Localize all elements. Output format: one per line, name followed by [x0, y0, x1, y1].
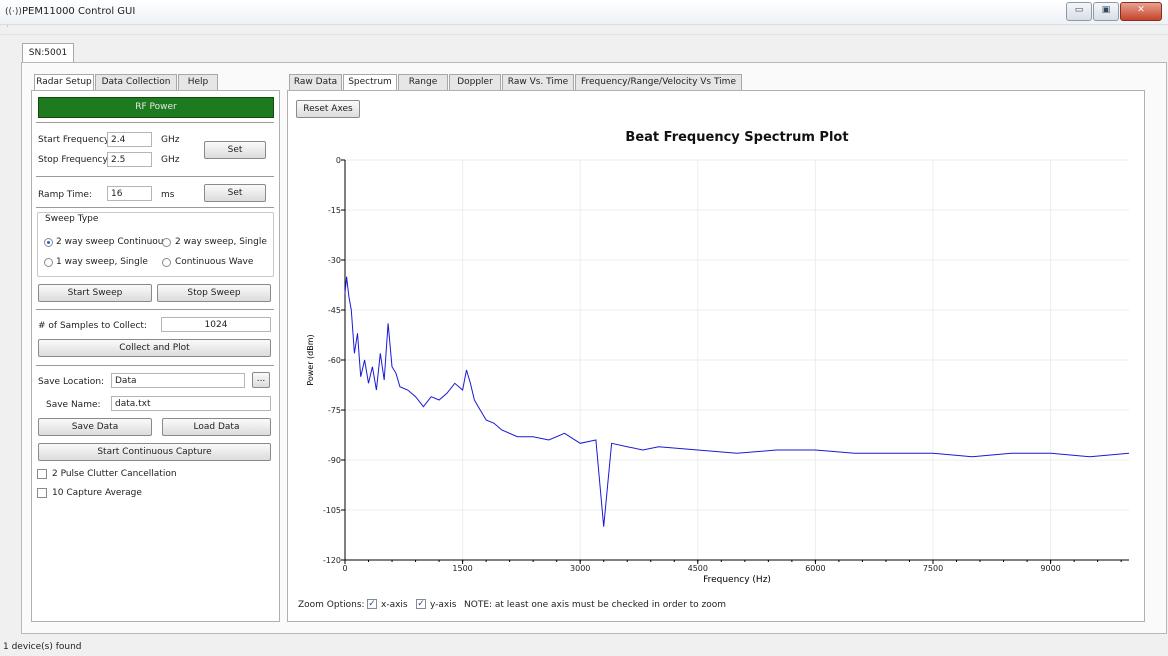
divider	[36, 176, 274, 178]
start-frequency-input[interactable]: 2.4	[107, 132, 152, 147]
sweep-type-title: Sweep Type	[43, 214, 101, 224]
window-controls: ▭ ▣ ✕	[1065, 2, 1162, 21]
y-tick-label: -45	[328, 306, 341, 315]
tab-radar-setup[interactable]: Radar Setup	[34, 74, 94, 91]
save-data-button[interactable]: Save Data	[38, 418, 152, 436]
menu-grip: ·	[6, 22, 9, 31]
title-bar: ((·)) PEM11000 Control GUI ▭ ▣ ✕	[0, 0, 1168, 25]
zoom-y-axis-checkbox[interactable]: ✓	[416, 599, 426, 609]
x-tick-label: 3000	[570, 564, 590, 573]
stop-frequency-input[interactable]: 2.5	[107, 152, 152, 167]
y-tick-label: -15	[328, 206, 341, 215]
set-frequency-button[interactable]: Set	[204, 141, 266, 159]
save-location-input[interactable]: Data	[111, 373, 245, 388]
stop-frequency-unit: GHz	[161, 155, 180, 165]
tab-frequency-range-velocity-vs-time[interactable]: Frequency/Range/Velocity Vs Time	[575, 74, 742, 90]
close-button[interactable]: ✕	[1120, 2, 1162, 21]
pulse-clutter-label: 2 Pulse Clutter Cancellation	[52, 469, 177, 479]
ramp-time-label: Ramp Time:	[38, 190, 92, 200]
maximize-button[interactable]: ▣	[1093, 2, 1119, 21]
tab-spectrum[interactable]: Spectrum	[343, 74, 397, 91]
start-sweep-button[interactable]: Start Sweep	[38, 284, 152, 302]
load-data-button[interactable]: Load Data	[162, 418, 271, 436]
status-bar: 1 device(s) found	[0, 636, 1168, 656]
tab-raw-vs-time[interactable]: Raw Vs. Time	[502, 74, 574, 90]
ramp-time-input[interactable]: 16	[107, 186, 152, 201]
window-title: PEM11000 Control GUI	[22, 6, 136, 17]
stop-sweep-button[interactable]: Stop Sweep	[157, 284, 271, 302]
rf-power-button[interactable]: RF Power	[38, 97, 274, 118]
chart-title: Beat Frequency Spectrum Plot	[625, 130, 849, 145]
zoom-y-axis-label: y-axis	[430, 600, 457, 610]
x-tick-label: 4500	[688, 564, 708, 573]
samples-label: # of Samples to Collect:	[38, 321, 147, 331]
save-name-label: Save Name:	[46, 400, 101, 410]
chart-ticks: 0 1500 3000 4500 6000 7500 9000 0 -15 -30 -45 -60 -7…	[323, 156, 1122, 573]
tab-help[interactable]: Help	[178, 74, 218, 90]
x-tick-label: 7500	[923, 564, 943, 573]
menu-bar: ·	[0, 22, 1168, 35]
x-tick-label: 0	[342, 564, 347, 573]
zoom-note: NOTE: at least one axis must be checked …	[464, 600, 727, 610]
start-frequency-label: Start Frequency:	[38, 135, 112, 145]
pulse-clutter-checkbox[interactable]	[37, 469, 47, 479]
y-tick-label: -75	[328, 406, 341, 415]
sweep-2way-single-radio[interactable]	[162, 238, 171, 247]
y-tick-label: 0	[336, 156, 341, 165]
y-axis-label: Power (dBm)	[306, 334, 315, 385]
save-location-label: Save Location:	[38, 377, 105, 387]
sweep-2way-continuous-radio[interactable]	[44, 238, 53, 247]
collect-and-plot-button[interactable]: Collect and Plot	[38, 339, 271, 357]
y-tick-label: -90	[328, 456, 341, 465]
start-continuous-capture-button[interactable]: Start Continuous Capture	[38, 443, 271, 461]
chart-grid	[344, 159, 1129, 561]
sweep-type-group	[37, 212, 274, 277]
x-tick-label: 9000	[1040, 564, 1060, 573]
browse-button[interactable]: ...	[252, 372, 270, 388]
y-tick-label: -60	[328, 356, 341, 365]
antenna-icon: ((·))	[5, 7, 22, 17]
tab-data-collection[interactable]: Data Collection	[95, 74, 177, 90]
divider	[36, 365, 274, 367]
tab-device-sn5001[interactable]: SN:5001	[22, 43, 74, 63]
divider	[36, 309, 274, 311]
set-ramp-time-button[interactable]: Set	[204, 184, 266, 202]
minimize-button[interactable]: ▭	[1066, 2, 1092, 21]
status-text: 1 device(s) found	[3, 642, 82, 652]
start-frequency-unit: GHz	[161, 135, 180, 145]
x-tick-label: 6000	[805, 564, 825, 573]
spectrum-series-line	[344, 276, 1130, 527]
samples-input[interactable]: 1024	[161, 317, 271, 332]
continuous-wave-label: Continuous Wave	[175, 257, 254, 267]
x-tick-label: 1500	[452, 564, 472, 573]
sweep-2way-single-label: 2 way sweep, Single	[175, 237, 267, 247]
zoom-x-axis-label: x-axis	[381, 600, 408, 610]
ramp-time-unit: ms	[161, 190, 175, 200]
capture-average-label: 10 Capture Average	[52, 488, 142, 498]
sweep-1way-single-label: 1 way sweep, Single	[56, 257, 148, 267]
zoom-x-axis-checkbox[interactable]: ✓	[367, 599, 377, 609]
sweep-1way-single-radio[interactable]	[44, 258, 53, 267]
y-tick-label: -30	[328, 256, 341, 265]
stop-frequency-label: Stop Frequency:	[38, 155, 111, 165]
sweep-2way-continuous-label: 2 way sweep Continuou	[56, 237, 164, 247]
reset-axes-button[interactable]: Reset Axes	[296, 100, 360, 118]
tab-range[interactable]: Range	[398, 74, 448, 90]
divider	[36, 122, 274, 124]
tab-doppler[interactable]: Doppler	[449, 74, 501, 90]
y-tick-label: -105	[323, 506, 341, 515]
spectrum-panel	[287, 90, 1145, 622]
y-tick-label: -120	[323, 556, 341, 565]
save-name-input[interactable]: data.txt	[111, 396, 271, 411]
zoom-options-label: Zoom Options:	[298, 600, 365, 610]
continuous-wave-radio[interactable]	[162, 258, 171, 267]
x-axis-label: Frequency (Hz)	[703, 575, 771, 585]
divider	[36, 207, 274, 209]
tab-raw-data[interactable]: Raw Data	[289, 74, 342, 90]
capture-average-checkbox[interactable]	[37, 488, 47, 498]
